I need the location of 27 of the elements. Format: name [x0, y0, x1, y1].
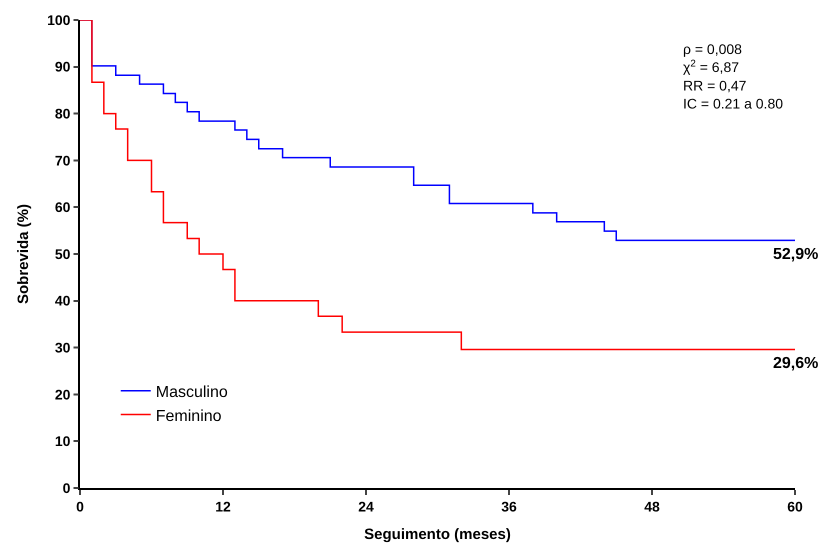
annotation: 29,6% [773, 355, 818, 372]
y-tick-label: 60 [54, 199, 71, 216]
x-tick-label: 24 [358, 498, 374, 515]
x-tick-label: 36 [501, 498, 517, 515]
x-tick-label: 48 [644, 498, 660, 515]
y-tick-label: 50 [54, 246, 71, 262]
y-axis-title: Sobrevida (%) [14, 204, 32, 304]
y-tick-label: 80 [54, 106, 71, 122]
annotation: 52,9% [773, 246, 818, 263]
y-tick-label: 90 [54, 58, 71, 75]
annotation: IC = 0.21 a 0.80 [683, 96, 784, 112]
annotation: RR = 0,47 [683, 77, 747, 94]
y-tick-label: 0 [62, 480, 71, 496]
y-tick-label: 100 [47, 12, 71, 28]
annotation: χ$^{2}$ = 6,87 [683, 58, 740, 76]
y-tick-label: 40 [54, 292, 71, 309]
y-tick-label: 70 [54, 152, 71, 168]
x-tick-label: 0 [76, 498, 84, 515]
y-tick-label: 10 [54, 433, 71, 450]
x-tick-label: 60 [787, 498, 803, 515]
x-axis-title: Seguimento (meses) [364, 526, 511, 544]
legend-label: Masculino [156, 384, 228, 401]
x-tick-label: 12 [215, 498, 231, 515]
legend-label: Feminino [156, 408, 222, 425]
y-tick-label: 20 [54, 386, 71, 402]
y-tick-label: 30 [54, 340, 71, 356]
annotation: ρ = 0,008 [683, 41, 742, 57]
